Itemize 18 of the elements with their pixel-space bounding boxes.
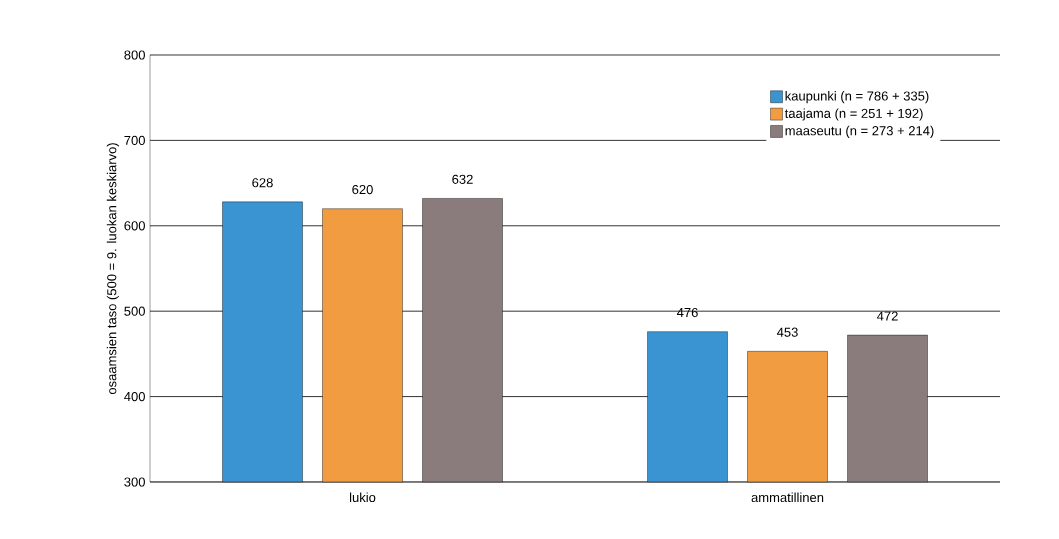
y-tick-label: 300 [124, 477, 145, 487]
y-tick-label: 400 [124, 391, 145, 402]
legend-label: kaupunki (n = 786 + 335) [785, 91, 929, 104]
data-label: 628 [252, 178, 273, 188]
y-axis-title: osaamsien taso (500 = 9. luokan keskiarvo) [106, 143, 119, 395]
data-label: 632 [452, 174, 473, 184]
y-tick-label: 500 [124, 306, 145, 316]
data-label: 620 [352, 184, 373, 195]
data-label: 453 [776, 327, 798, 337]
data-label: 476 [676, 307, 698, 318]
legend-label: maaseutu (n = 273 + 214) [785, 125, 934, 138]
legend-label: taajama (n = 251 + 192) [784, 108, 923, 121]
data-label: 472 [876, 311, 898, 321]
y-tick-label: 600 [124, 221, 145, 231]
y-tick-label: 800 [124, 50, 145, 60]
x-tick-label: ammatillinen [751, 492, 824, 503]
y-tick-label: 700 [124, 135, 145, 145]
x-tick-label: lukio [350, 492, 376, 503]
